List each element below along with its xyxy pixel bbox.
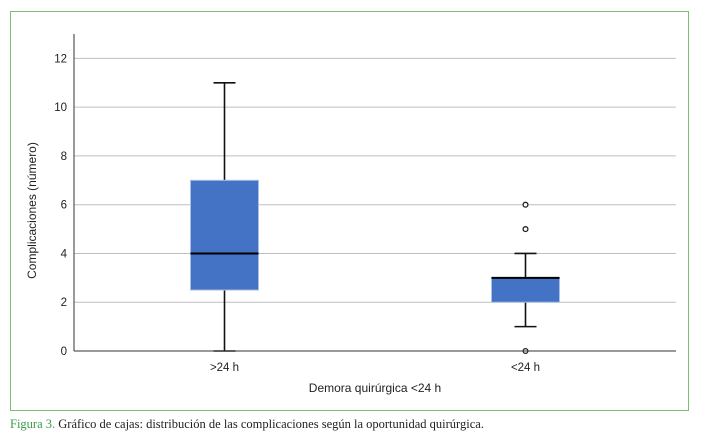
y-tick-label-0: 0: [61, 346, 67, 358]
x-axis-title: Demora quirúrgica <24 h: [309, 381, 441, 395]
box-plot-chart: 0 2 4 6 8 10 12 >24 h <24 h Demora quirúrgica <…: [25, 34, 676, 395]
y-axis-title: Complicaciones (número): [25, 142, 39, 279]
y-tick-labels: 0 2 4 6 8 10 12: [54, 53, 67, 358]
figure-caption: Figura 3. Gráfico de cajas: distribución…: [10, 417, 700, 432]
x-tick-labels: >24 h <24 h: [210, 362, 540, 374]
box-group-0: [190, 81, 259, 352]
outlier-point-1-1: [522, 226, 529, 233]
figure-caption-label: Figura 3.: [10, 417, 56, 431]
box-group-1: [491, 201, 560, 355]
y-tick-label-2: 2: [61, 297, 67, 309]
x-tick-label-0: >24 h: [210, 362, 239, 374]
figure-frame: 0 2 4 6 8 10 12 >24 h <24 h Demora quirúrgica <…: [10, 11, 689, 411]
y-tick-label-4: 4: [61, 248, 68, 260]
y-tick-label-12: 12: [54, 53, 67, 65]
y-tick-label-6: 6: [61, 200, 67, 212]
y-tick-label-10: 10: [54, 102, 67, 114]
boxes: [190, 81, 560, 355]
iqr-box-1: [491, 277, 560, 303]
grid-lines: [74, 57, 676, 303]
figure-caption-text: Gráfico de cajas: distribución de las co…: [55, 417, 484, 431]
y-tick-label-8: 8: [61, 151, 67, 163]
x-tick-label-1: <24 h: [511, 362, 540, 374]
outlier-point-1-2: [522, 201, 529, 208]
iqr-box-0: [190, 179, 259, 291]
